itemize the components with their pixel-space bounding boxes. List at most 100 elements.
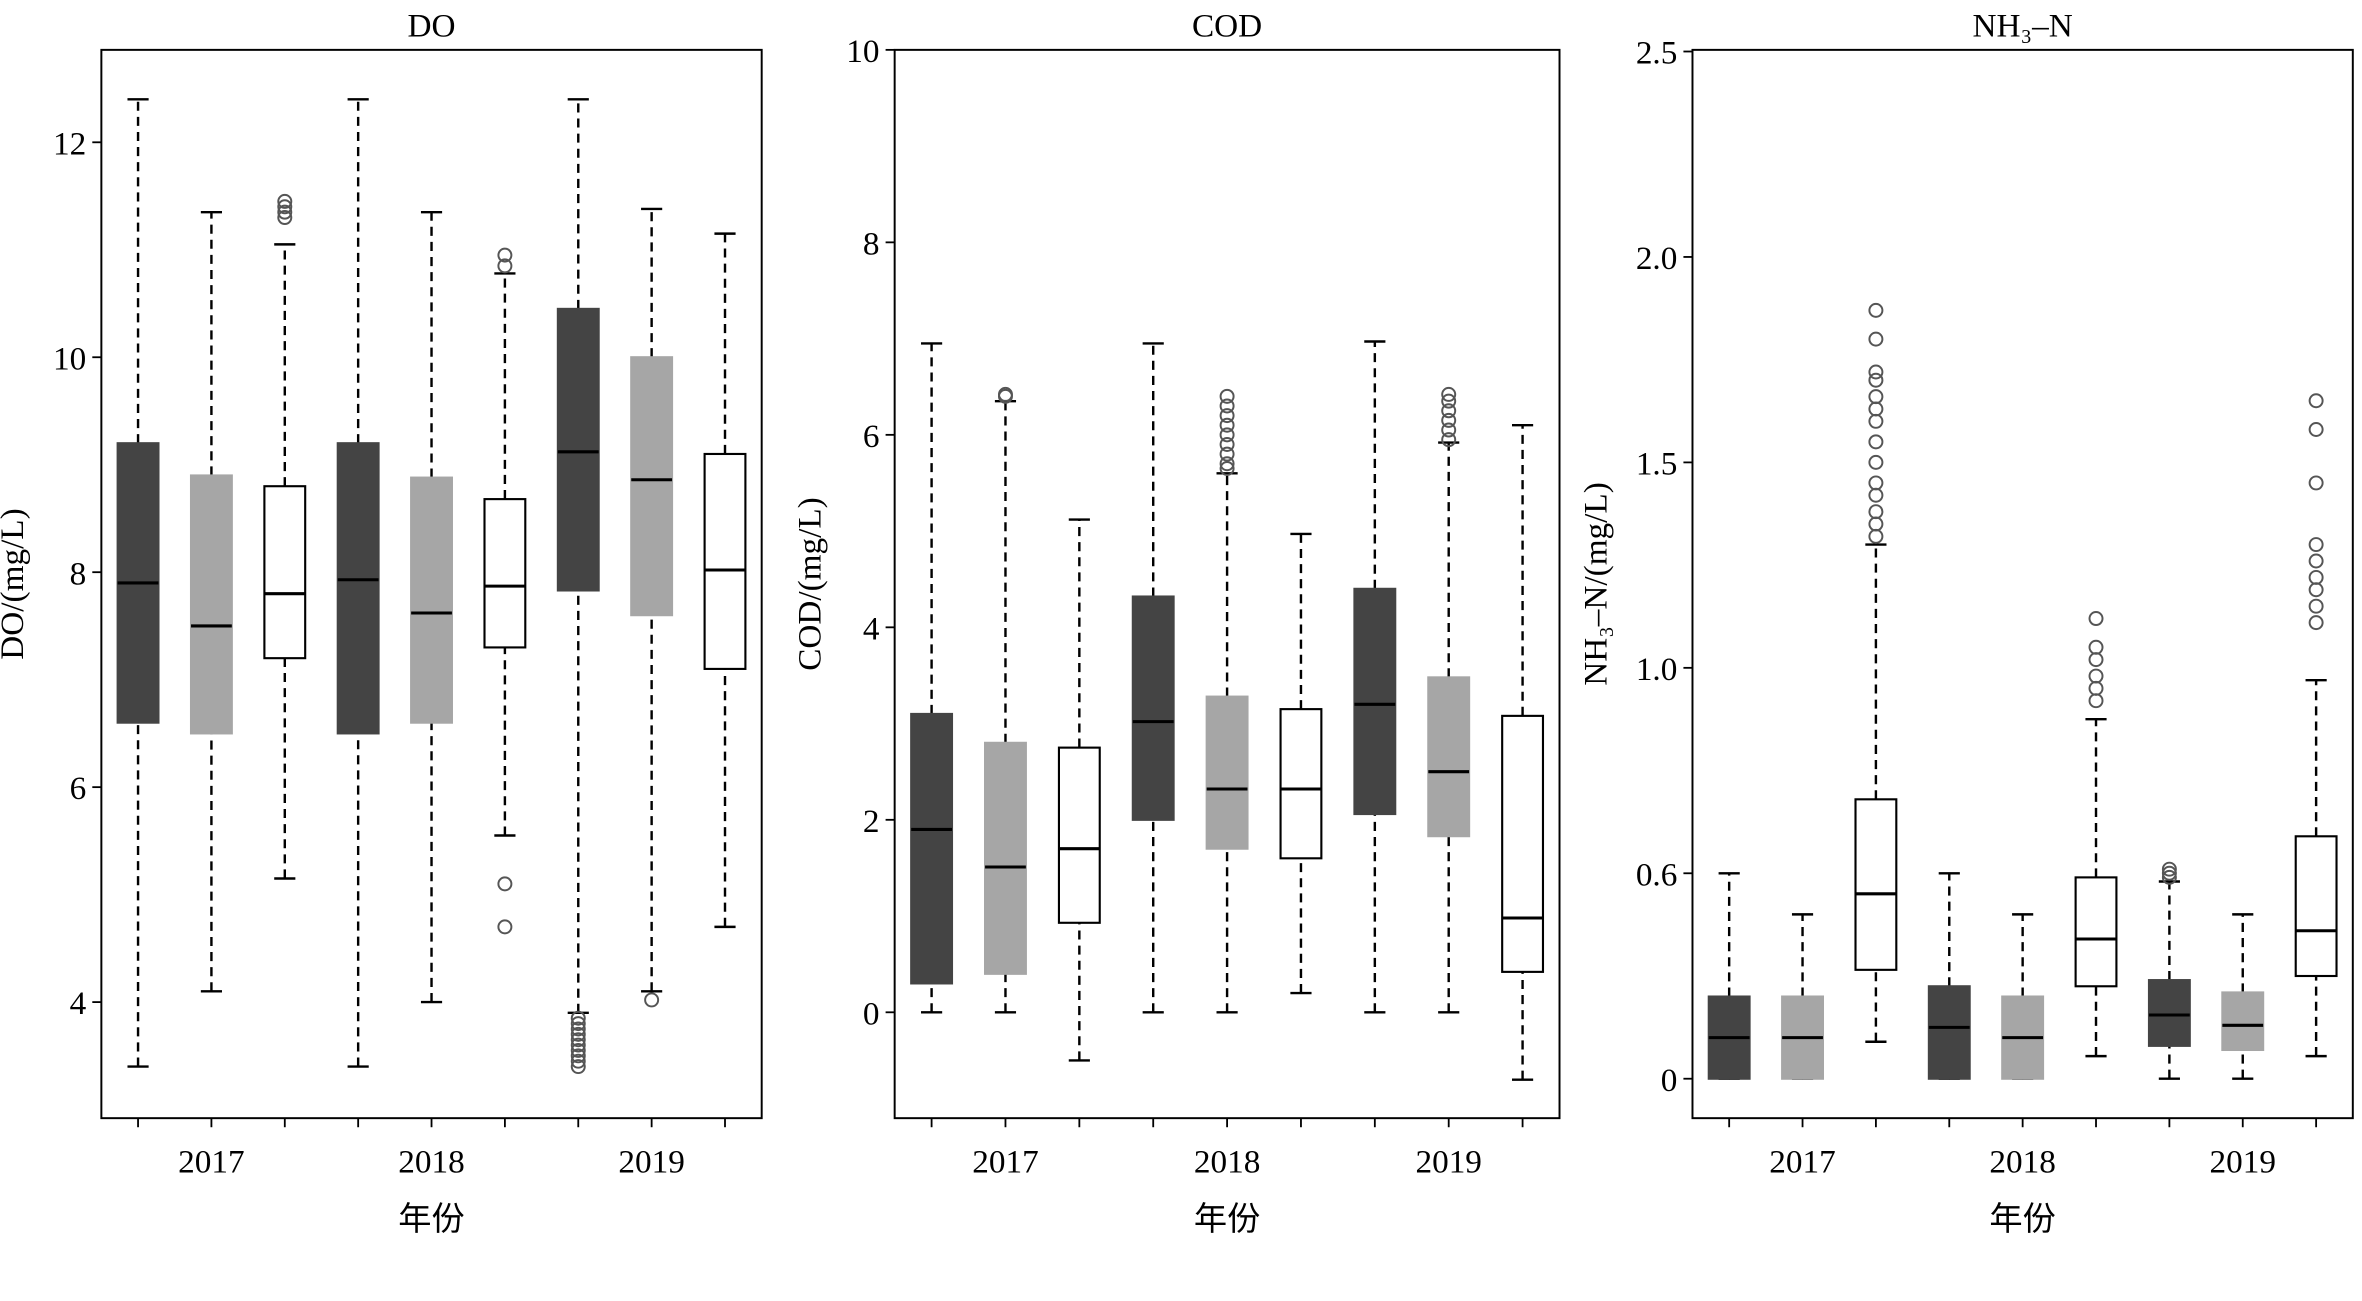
flier [2308,393,2324,409]
x-tick-label: 2018 [398,1144,464,1181]
y-tick-label: 2.0 [1636,240,1678,277]
y-tick-label: 1.0 [1636,651,1678,688]
flier [570,1053,586,1069]
x-tick-label: 2019 [618,1144,684,1181]
flier [2308,569,2324,585]
flier [570,1059,586,1075]
flier [1868,389,1884,405]
y-axis-label: COD/(mg/L) [792,497,829,671]
y-tick-label: 10 [53,340,86,377]
flier [570,1010,586,1026]
flier [644,992,660,1008]
flier [2308,582,2324,598]
y-tick-label: 8 [70,555,87,592]
flier [1219,398,1235,414]
flier [497,876,513,892]
box [1501,714,1545,973]
flier [2308,598,2324,614]
flier [1219,461,1235,477]
flier [1219,427,1235,443]
box [1205,695,1249,850]
plot-frame [100,48,763,1120]
box [910,712,954,985]
box [2074,876,2118,988]
x-tick-label: 2017 [178,1144,244,1181]
flier [2308,615,2324,631]
x-tick-label: 2019 [2210,1144,2276,1181]
box [1427,676,1471,838]
flier [1868,528,1884,544]
flier [570,1021,586,1037]
x-tick-label: 2017 [972,1144,1038,1181]
y-tick-label: 10 [846,33,879,70]
flier [1219,456,1235,472]
flier [277,193,293,209]
flier [1219,388,1235,404]
y-axis-label: NH₃–N/(mg/L) [1577,482,1614,686]
x-axis-label: 年份 [1194,1201,1260,1238]
box [630,356,674,617]
flier [2161,861,2177,877]
flier [1441,412,1457,428]
flier [2308,553,2324,569]
flier [1868,331,1884,347]
x-axis-label: 年份 [1989,1201,2055,1238]
flier [2161,869,2177,885]
flier [2088,668,2104,684]
y-tick-label: 12 [53,125,86,162]
flier [1219,436,1235,452]
flier [2088,639,2104,655]
box [703,452,747,670]
box [556,307,600,592]
y-tick-label: 0.6 [1636,856,1678,893]
x-axis-label: 年份 [398,1201,464,1238]
x-tick-label: 2018 [1194,1144,1260,1181]
x-tick-label: 2017 [1769,1144,1835,1181]
flier [570,1037,586,1053]
box [2221,991,2265,1052]
y-tick-label: 2.5 [1636,35,1678,72]
box [984,741,1027,975]
flier [570,1016,586,1032]
flier [1868,475,1884,491]
box [410,476,453,724]
flier [1868,454,1884,470]
flier [1868,302,1884,318]
chart-title: DO [408,7,456,44]
flier [2161,865,2177,881]
chart-title: NH₃–N [1973,7,2073,44]
flier [570,1032,586,1048]
y-axis-label: DO/(mg/L) [0,508,31,659]
box [1854,798,1898,971]
flier [1441,403,1457,419]
flier [497,258,513,274]
plot-frame [893,48,1561,1120]
box [483,498,527,649]
flier [1219,417,1235,433]
flier [570,1026,586,1042]
box [1353,587,1397,816]
x-tick-label: 2018 [1989,1144,2055,1181]
box [189,474,233,735]
box [2294,835,2338,978]
flier [2308,537,2324,553]
flier [1868,372,1884,388]
flier [277,210,293,226]
flier [2088,652,2104,668]
flier [1219,408,1235,424]
flier [570,1048,586,1064]
flier [2308,422,2324,438]
flier [1219,446,1235,462]
flier [277,204,293,220]
flier [1441,393,1457,409]
box [1131,595,1175,821]
flier [2088,611,2104,627]
box [1279,708,1323,860]
plot-frame [1691,48,2354,1120]
flier [1868,401,1884,417]
y-tick-label: 1.5 [1636,445,1678,482]
box [1927,985,1971,1080]
x-tick-label: 2019 [1415,1144,1481,1181]
